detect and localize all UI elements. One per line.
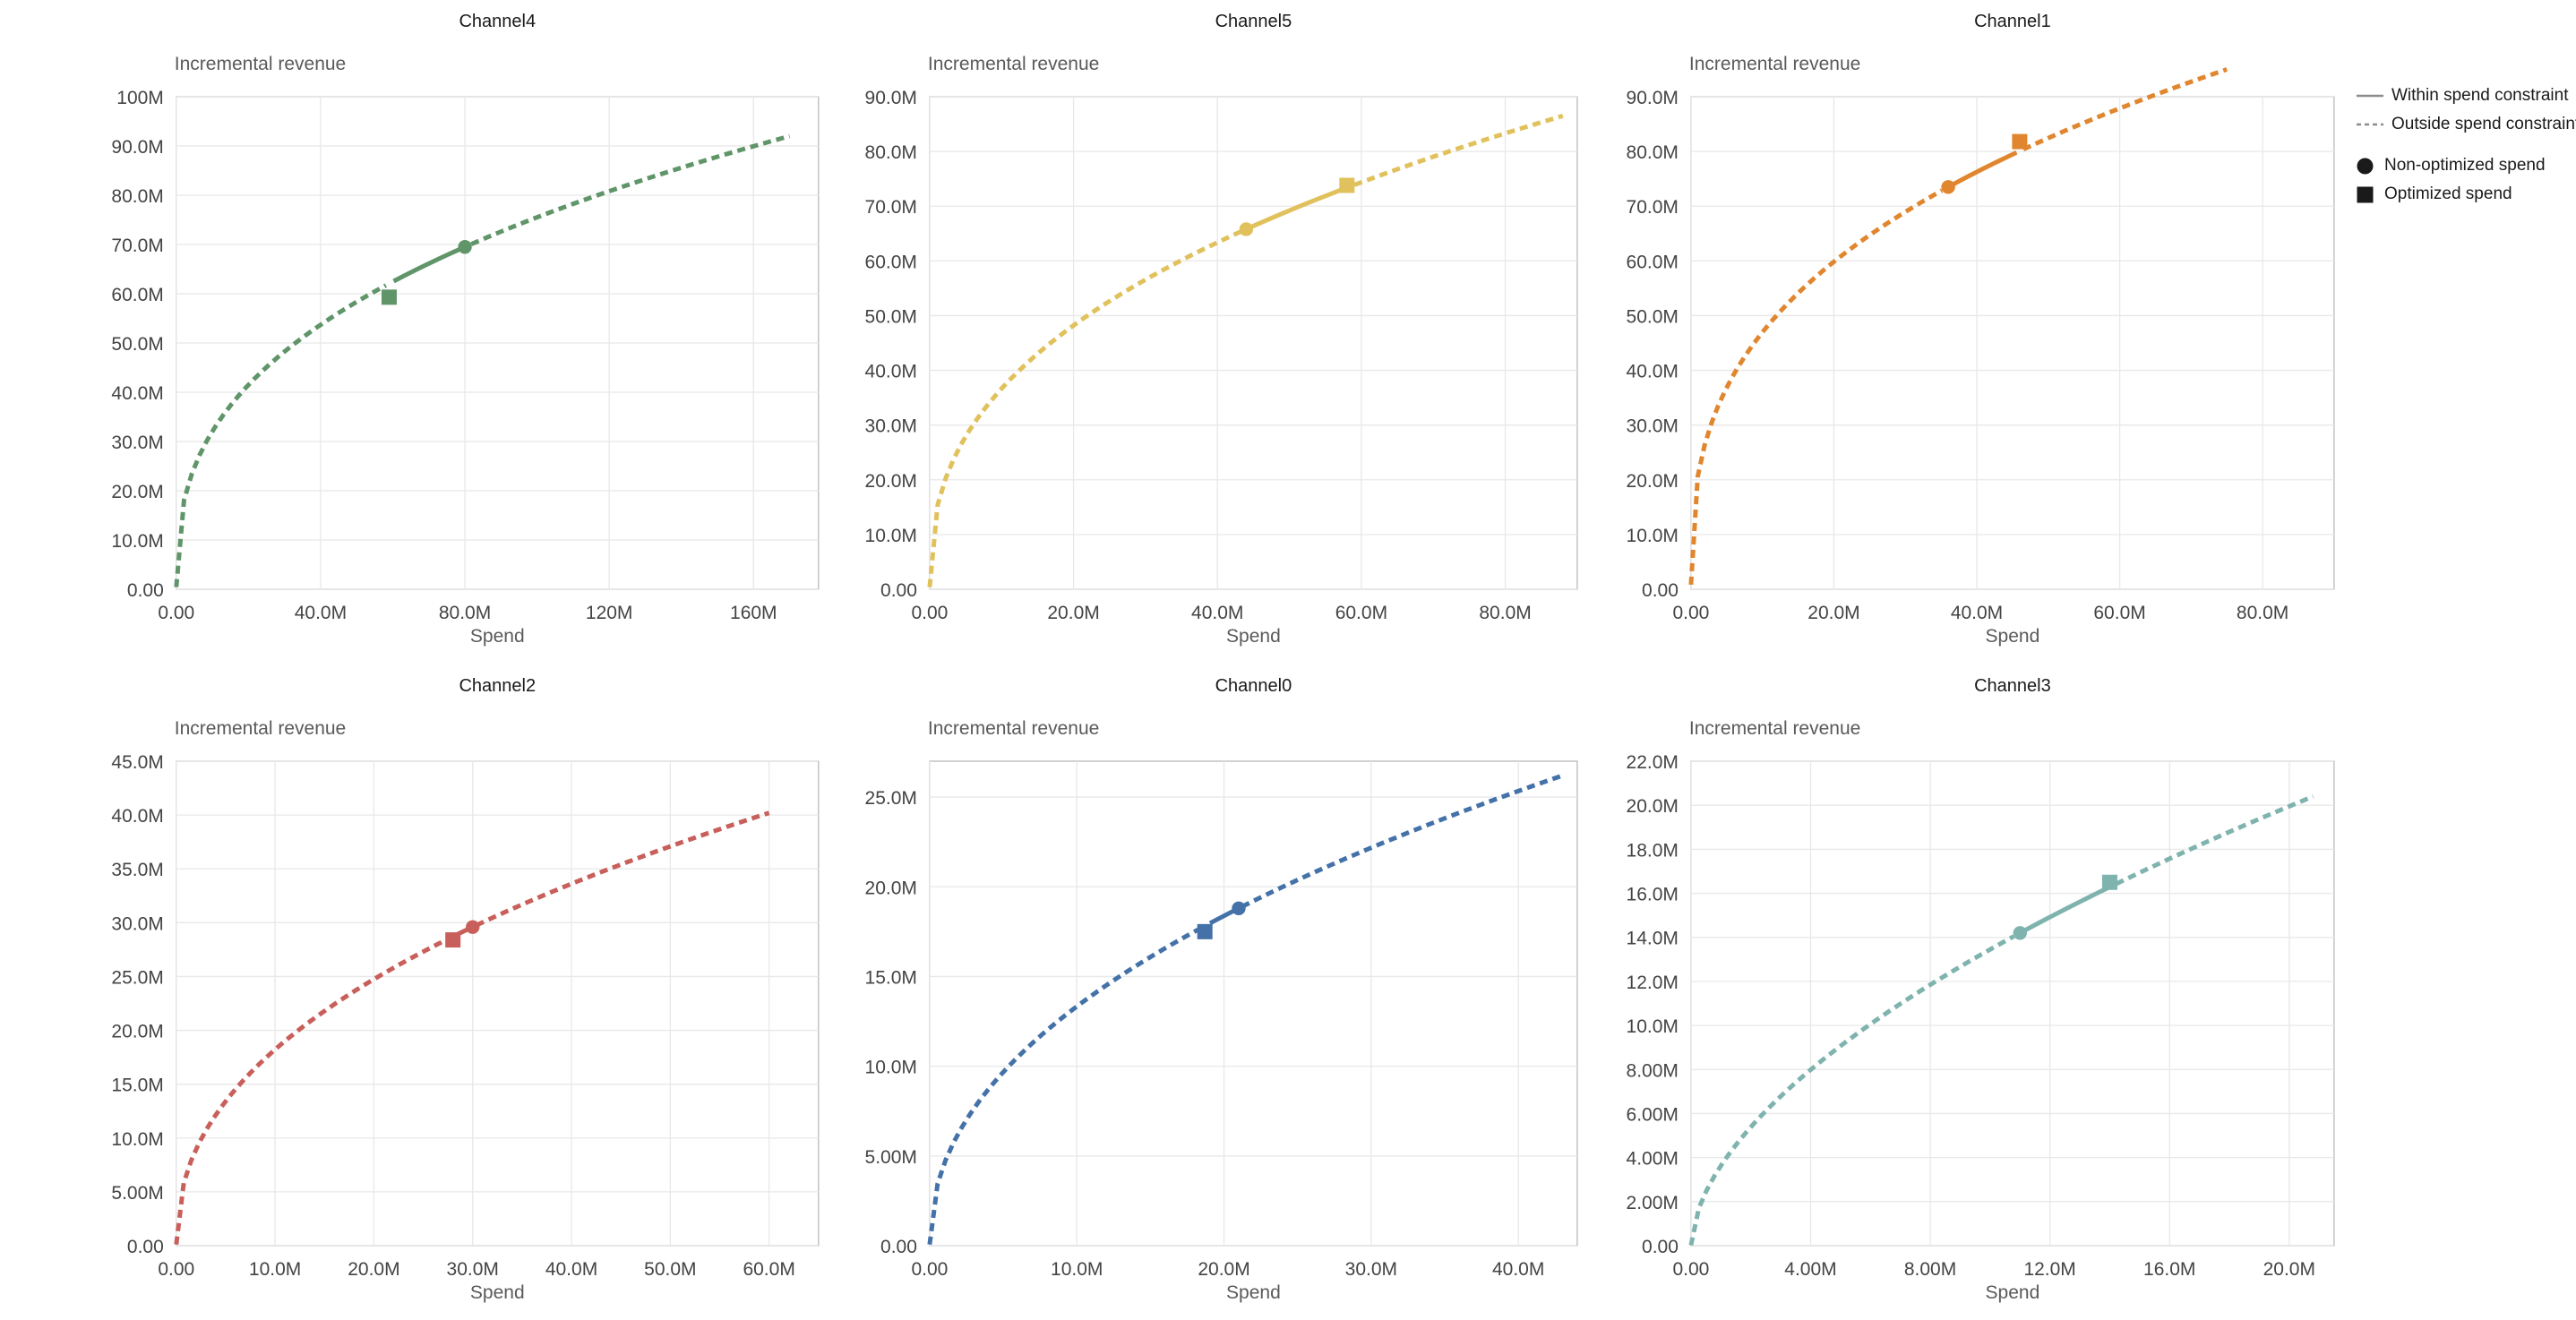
svg-text:0.00: 0.00 <box>1642 1237 1679 1257</box>
svg-text:20.0M: 20.0M <box>2263 1259 2315 1280</box>
svg-text:8.00M: 8.00M <box>1627 1060 1679 1081</box>
svg-text:Incremental revenue: Incremental revenue <box>1689 718 1860 739</box>
svg-text:8.00M: 8.00M <box>1904 1259 1956 1280</box>
svg-text:18.0M: 18.0M <box>1627 840 1679 861</box>
svg-text:4.00M: 4.00M <box>1627 1149 1679 1170</box>
svg-text:20.0M: 20.0M <box>1627 796 1679 817</box>
svg-text:16.0M: 16.0M <box>2143 1259 2195 1280</box>
svg-text:10.0M: 10.0M <box>1627 1016 1679 1037</box>
svg-text:14.0M: 14.0M <box>1627 929 1679 949</box>
svg-text:Channel3: Channel3 <box>1974 676 2051 696</box>
svg-text:6.00M: 6.00M <box>1627 1104 1679 1125</box>
svg-text:12.0M: 12.0M <box>1627 973 1679 993</box>
svg-text:12.0M: 12.0M <box>2023 1259 2075 1280</box>
svg-text:0.00: 0.00 <box>1672 1259 1709 1280</box>
svg-text:22.0M: 22.0M <box>1627 752 1679 773</box>
svg-text:16.0M: 16.0M <box>1627 885 1679 905</box>
svg-text:2.00M: 2.00M <box>1627 1193 1679 1213</box>
svg-text:4.00M: 4.00M <box>1784 1259 1836 1280</box>
svg-text:Spend: Spend <box>1986 1282 2040 1303</box>
